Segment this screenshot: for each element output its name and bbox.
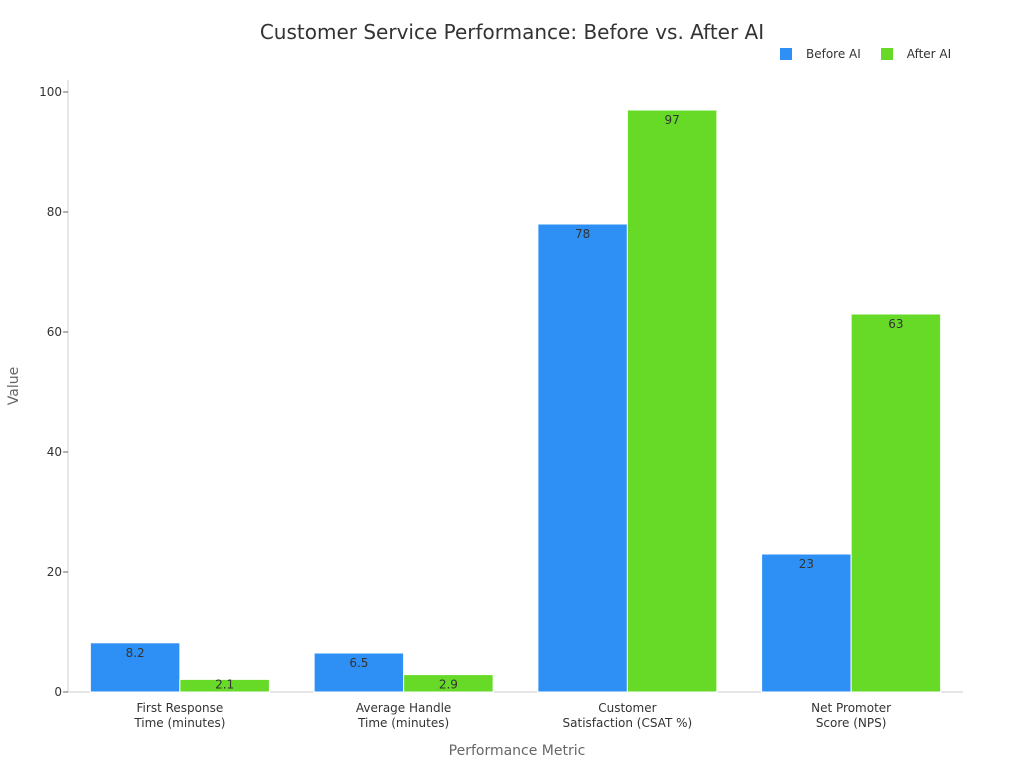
legend-label-before-ai: Before AI bbox=[806, 47, 861, 61]
bars bbox=[89, 109, 942, 693]
y-tick-label: 20 bbox=[47, 565, 62, 579]
bar-after-ai bbox=[850, 313, 942, 693]
bar-value-label: 97 bbox=[664, 113, 679, 127]
legend-item-before-ai: Before AI bbox=[780, 47, 861, 61]
y-tick-label: 60 bbox=[47, 325, 62, 339]
x-tick-label: Time (minutes) bbox=[357, 716, 449, 730]
x-tick-label: Average Handle bbox=[356, 701, 451, 715]
chart-title: Customer Service Performance: Before vs.… bbox=[259, 20, 765, 44]
y-tick-label: 0 bbox=[54, 685, 62, 699]
x-tick-label: Satisfaction (CSAT %) bbox=[563, 716, 693, 730]
bar-value-label: 2.9 bbox=[439, 678, 458, 692]
bar-after-ai bbox=[179, 678, 270, 693]
legend: Before AI After AI bbox=[780, 44, 951, 64]
bar-value-label: 8.2 bbox=[126, 646, 145, 660]
bar-value-label: 78 bbox=[575, 227, 590, 241]
x-tick-label: First Response bbox=[137, 701, 224, 715]
bar-labels: 8.2 2.1 6.5 2.9 78 97 23 63 bbox=[126, 113, 904, 692]
bar-after-ai bbox=[403, 674, 494, 693]
bar-after-ai bbox=[626, 109, 718, 693]
y-tick-label: 80 bbox=[47, 205, 62, 219]
y-ticks: 0 20 40 60 80 100 bbox=[39, 85, 68, 699]
x-axis-title: Performance Metric bbox=[449, 743, 586, 759]
bar-value-label: 2.1 bbox=[215, 677, 234, 691]
bar-value-label: 23 bbox=[799, 557, 814, 571]
bar-before-ai bbox=[761, 553, 852, 693]
bar-value-label: 63 bbox=[888, 317, 903, 331]
y-tick-label: 100 bbox=[39, 85, 62, 99]
legend-swatch-after-ai bbox=[880, 48, 893, 60]
x-tick-label: Net Promoter bbox=[811, 701, 891, 715]
y-axis-title: Value bbox=[6, 367, 22, 405]
legend-label-after-ai: After AI bbox=[906, 47, 952, 61]
bar-before-ai bbox=[89, 642, 181, 693]
x-tick-label: Score (NPS) bbox=[816, 716, 887, 730]
x-tick-label: Time (minutes) bbox=[133, 716, 225, 730]
legend-swatch-before-ai bbox=[780, 48, 792, 60]
legend-item-after-ai: After AI bbox=[880, 47, 952, 61]
bar-before-ai bbox=[313, 652, 405, 693]
bar-before-ai bbox=[537, 223, 628, 693]
x-tick-label: Customer bbox=[598, 701, 656, 715]
bar-value-label: 6.5 bbox=[349, 656, 368, 670]
y-tick-label: 40 bbox=[47, 445, 62, 459]
